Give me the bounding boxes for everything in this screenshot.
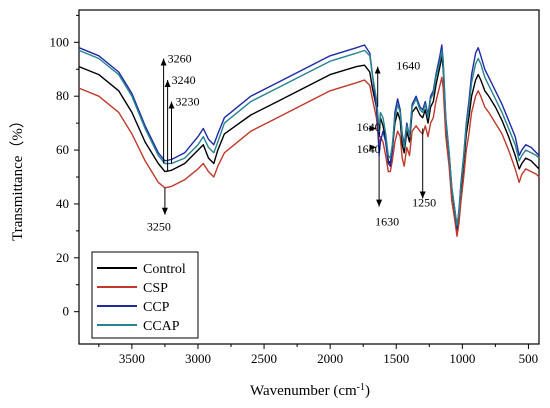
legend-label-csp: CSP (143, 281, 168, 296)
series-layer (78, 44, 540, 237)
annotation-layer: 3260 3240 3230 3250 1640 1640 1640 1630 1250 (147, 52, 436, 234)
x-tick-label: 3500 (119, 351, 145, 366)
legend-label-control: Control (143, 262, 186, 277)
legend-box (91, 251, 199, 339)
annotation-label: 3250 (147, 220, 171, 234)
legend: Control CSP CCP CCAP (91, 251, 199, 339)
series-line-control (78, 55, 540, 232)
y-tick-label: 80 (56, 88, 69, 103)
y-axis-title: Transmittance（%） (9, 113, 26, 241)
series-line-ccap (78, 49, 540, 227)
annotation-label: 1630 (375, 215, 399, 229)
y-tick-label: 0 (63, 304, 70, 319)
x-axis-ticks: 3500 3000 2500 2000 1500 1000 500 (98, 344, 539, 366)
x-tick-label: 3000 (185, 351, 211, 366)
x-tick-label: 1500 (383, 351, 409, 366)
series-line-csp (78, 76, 540, 237)
x-tick-label: 2500 (251, 351, 277, 366)
x-tick-label: 500 (519, 351, 539, 366)
x-tick-label: 1000 (449, 351, 475, 366)
x-axis-title: Wavenumber (cm-1) (250, 382, 370, 400)
y-tick-label: 20 (56, 250, 69, 265)
y-tick-label: 100 (50, 34, 70, 49)
annotation-label: 1250 (412, 196, 436, 210)
annotation-label: 3260 (168, 52, 192, 66)
legend-label-ccp: CCP (143, 300, 170, 315)
legend-label-ccap: CCAP (143, 319, 180, 334)
y-tick-label: 40 (56, 196, 69, 211)
annotation-label: 1640 (357, 142, 381, 156)
annotation-label: 3230 (176, 95, 200, 109)
y-tick-label: 60 (56, 142, 69, 157)
y-axis-ticks: 0 20 40 60 80 100 (50, 14, 79, 319)
annotation-label: 3240 (172, 73, 196, 87)
annotation-label: 1640 (396, 58, 420, 72)
annotation-label: 1640 (357, 120, 381, 134)
x-tick-label: 2000 (317, 351, 343, 366)
